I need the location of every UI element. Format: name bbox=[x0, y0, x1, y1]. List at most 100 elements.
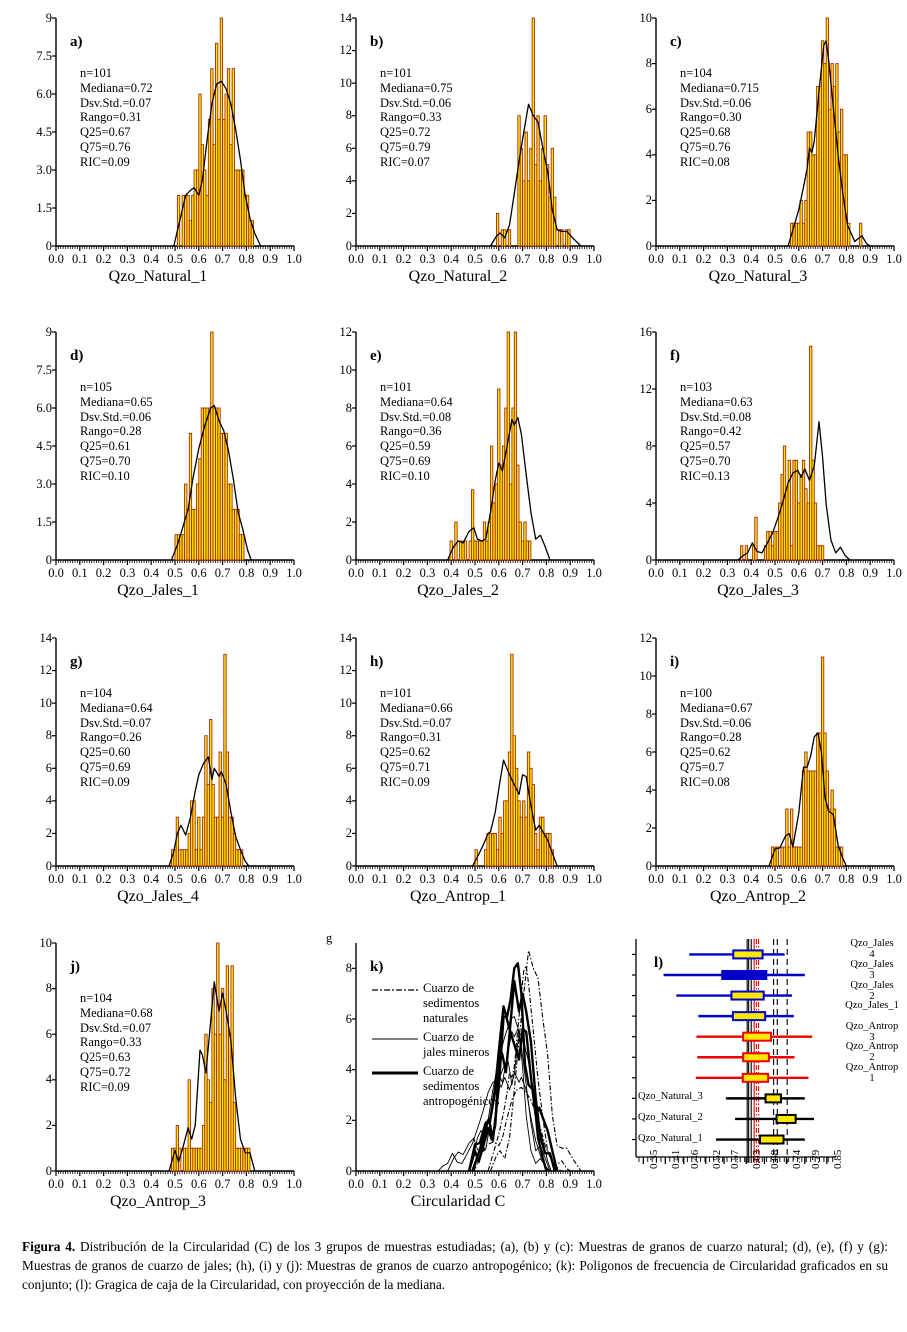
xtick-e-1: 0.1 bbox=[371, 566, 388, 580]
frequency-curve-i bbox=[768, 732, 847, 867]
xtick-j-10: 1.0 bbox=[286, 1177, 302, 1191]
bp-label-Qzo_Natural_3: Qzo_Natural_3 bbox=[638, 1091, 703, 1103]
xtick-d-0: 0.0 bbox=[48, 566, 64, 580]
xtick-f-6: 0.6 bbox=[790, 566, 807, 580]
xtick-f-0: 0.0 bbox=[648, 566, 664, 580]
xtick-a-6: 0.6 bbox=[190, 252, 207, 266]
bp-xtick-7: 0.74 bbox=[791, 1149, 804, 1169]
ytick-c-1: 2 bbox=[645, 192, 652, 207]
xtick-j-3: 0.3 bbox=[119, 1177, 136, 1191]
xtick-d-9: 0.9 bbox=[262, 566, 278, 580]
xtick-i-10: 1.0 bbox=[886, 872, 902, 886]
legend-label-2: Cuarzo de sedimentos antropogénicos bbox=[423, 1064, 500, 1108]
ytick-e-3: 6 bbox=[345, 438, 352, 453]
xtick-f-8: 0.8 bbox=[838, 566, 855, 580]
xtick-j-9: 0.9 bbox=[262, 1177, 278, 1191]
plot-area-g bbox=[52, 637, 295, 871]
plot-svg-h bbox=[352, 637, 595, 871]
xtick-h-1: 0.1 bbox=[371, 872, 388, 886]
histogram-bars-j bbox=[171, 942, 251, 1172]
xtick-c-5: 0.5 bbox=[767, 252, 783, 266]
ytick-e-4: 8 bbox=[345, 400, 352, 415]
xtick-d-6: 0.6 bbox=[190, 566, 207, 580]
ytick-g-1: 2 bbox=[45, 825, 52, 840]
bp-label-Qzo_Jales_3: Qzo_Jales 3 bbox=[850, 958, 894, 981]
xtick-g-6: 0.6 bbox=[190, 872, 207, 886]
ytick-i-3: 6 bbox=[645, 744, 652, 759]
panel-letter-e: e) bbox=[370, 348, 382, 364]
xtick-j-0: 0.0 bbox=[48, 1177, 64, 1191]
plot-svg-j bbox=[52, 942, 295, 1176]
panel-letter-i: i) bbox=[670, 654, 680, 670]
legend-swatch-thick-icon bbox=[372, 1066, 418, 1080]
ytick-e-1: 2 bbox=[345, 514, 352, 529]
panel-a: 0 1.5 3.0 4.5 6.0 7.5 9 0.0 0.1 0.2 0.3 0.4 0.5 0.6 0.… bbox=[22, 8, 301, 285]
xtick-a-8: 0.8 bbox=[238, 252, 255, 266]
xtick-h-5: 0.5 bbox=[467, 872, 483, 886]
xtick-j-6: 0.6 bbox=[190, 1177, 207, 1191]
frequency-curve-h bbox=[472, 759, 558, 867]
xtick-k-5: 0.5 bbox=[467, 1177, 483, 1191]
xtick-f-10: 1.0 bbox=[886, 566, 902, 580]
ytick-i-5: 10 bbox=[639, 668, 653, 683]
ytick-f-0: 0 bbox=[645, 552, 652, 567]
frequency-curve-b bbox=[489, 103, 582, 247]
xtick-k-10: 1.0 bbox=[586, 1177, 602, 1191]
bp-label-Qzo_Antrop_1: Qzo_Antrop 1 bbox=[845, 1061, 899, 1084]
boxplot-row-Qzo_Jales_4 bbox=[689, 949, 785, 960]
xtick-f-3: 0.3 bbox=[719, 566, 736, 580]
xtick-e-0: 0.0 bbox=[348, 566, 364, 580]
xtick-b-4: 0.4 bbox=[443, 252, 459, 266]
xtick-a-2: 0.2 bbox=[95, 252, 112, 266]
plot-area-a bbox=[52, 17, 295, 251]
panel-l: 0.35 0.41 0.46 0.52 0.57 0.63 0.68 0.74 0.79 0.85… bbox=[622, 933, 899, 1191]
ytick-b-5: 10 bbox=[339, 75, 353, 90]
ytick-a-3: 4.5 bbox=[36, 124, 52, 139]
xtick-g-1: 0.1 bbox=[71, 872, 88, 886]
xtick-h-9: 0.9 bbox=[562, 872, 578, 886]
boxplot-row-Qzo_Jales_3 bbox=[663, 969, 805, 980]
xaxis-title-i: Qzo_Antrop_2 bbox=[710, 888, 806, 905]
xtick-a-3: 0.3 bbox=[119, 252, 136, 266]
plot-svg-d bbox=[52, 331, 295, 565]
ytick-h-4: 8 bbox=[345, 728, 352, 743]
xtick-d-10: 1.0 bbox=[286, 566, 302, 580]
plot-area-h bbox=[352, 637, 595, 871]
xtick-c-1: 0.1 bbox=[671, 252, 688, 266]
bp-label-Qzo_Jales_1: Qzo_Jales_1 bbox=[845, 1000, 899, 1012]
xtick-d-1: 0.1 bbox=[71, 566, 88, 580]
ytick-f-3: 12 bbox=[639, 381, 653, 396]
xtick-c-9: 0.9 bbox=[862, 252, 878, 266]
xtick-d-3: 0.3 bbox=[119, 566, 136, 580]
xtick-i-8: 0.8 bbox=[838, 872, 855, 886]
xtick-b-8: 0.8 bbox=[538, 252, 555, 266]
ytick-h-0: 0 bbox=[345, 858, 352, 873]
xtick-e-9: 0.9 bbox=[562, 566, 578, 580]
xtick-j-5: 0.5 bbox=[167, 1177, 183, 1191]
ytick-e-6: 12 bbox=[339, 324, 353, 339]
stats-block-a: n=101 Mediana=0.72 Dsv.Std.=0.07 Rango=0… bbox=[80, 66, 153, 169]
boxplot-row-Qzo_Natural_2 bbox=[735, 1113, 814, 1124]
stats-block-i: n=100 Mediana=0.67 Dsv.Std.=0.06 Rango=0… bbox=[680, 686, 753, 789]
xtick-k-9: 0.9 bbox=[562, 1177, 578, 1191]
bp-label-Qzo_Natural_1: Qzo_Natural_1 bbox=[638, 1132, 703, 1144]
panel-e: 0 2 4 6 8 10 12 0.0 0.1 0.2 0.3 0.4 0.5 0.6 0.7 0.8 0.9 1… bbox=[322, 322, 602, 599]
xaxis-title-b: Qzo_Natural_2 bbox=[408, 268, 508, 285]
panel-j: 0 2 4 6 8 10 0.0 0.1 0.2 0.3 0.4 0.5 0.6 0.7 0.8 0.9 1.0… bbox=[22, 933, 302, 1210]
xtick-k-2: 0.2 bbox=[395, 1177, 412, 1191]
xtick-f-1: 0.1 bbox=[671, 566, 688, 580]
legend-item-1: Cuarzo de jales mineros bbox=[372, 1030, 552, 1060]
bp-xtick-5: 0.63 bbox=[751, 1149, 764, 1169]
xtick-c-2: 0.2 bbox=[695, 252, 712, 266]
ytick-h-3: 6 bbox=[345, 760, 352, 775]
xtick-a-1: 0.1 bbox=[71, 252, 88, 266]
xaxis-title-c: Qzo_Natural_3 bbox=[708, 268, 808, 285]
ytick-i-2: 4 bbox=[645, 782, 652, 797]
xtick-h-4: 0.4 bbox=[443, 872, 459, 886]
ytick-h-2: 4 bbox=[345, 793, 352, 808]
xtick-b-7: 0.7 bbox=[514, 252, 531, 266]
caption-text: Distribución de la Circularidad (C) de l… bbox=[22, 1239, 888, 1292]
xtick-c-7: 0.7 bbox=[814, 252, 831, 266]
plot-area-i bbox=[652, 637, 895, 871]
plot-area-c bbox=[652, 17, 895, 251]
